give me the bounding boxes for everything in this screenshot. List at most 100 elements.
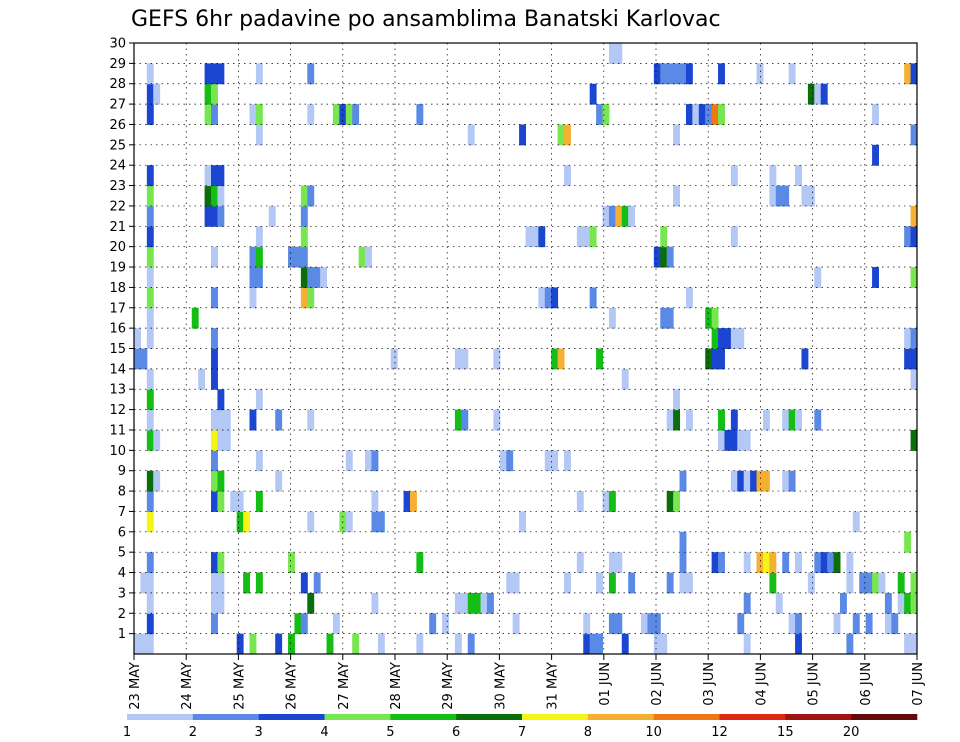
colorbar-segment (192, 714, 259, 720)
heatmap-cell (692, 104, 700, 125)
heatmap-cell (307, 592, 315, 614)
colorbar-segment (653, 714, 720, 720)
colorbar-segment (851, 714, 918, 720)
heatmap-cell (621, 368, 629, 390)
heatmap-cell (467, 124, 475, 146)
y-tick-label: 14 (109, 362, 126, 377)
colorbar-segment (785, 714, 852, 720)
heatmap-cell (775, 185, 783, 207)
heatmap-cell (884, 592, 892, 614)
heatmap-cell (910, 429, 918, 451)
heatmap-cell (255, 63, 263, 85)
y-tick-label: 21 (109, 220, 126, 235)
heatmap-cell (589, 633, 597, 655)
heatmap-cell (223, 429, 231, 451)
heatmap-cell (756, 552, 764, 574)
heatmap-cell (904, 63, 912, 85)
heatmap-cell (647, 613, 655, 635)
heatmap-cell (782, 470, 790, 492)
heatmap-cell (525, 226, 533, 248)
heatmap-cell (608, 572, 616, 594)
heatmap-cell (711, 328, 719, 349)
heatmap-cell (288, 246, 295, 268)
heatmap-cell (769, 165, 777, 187)
heatmap-cell (211, 572, 218, 594)
heatmap-cell (275, 633, 283, 655)
heatmap-cell (217, 165, 225, 187)
colorbar-tick-label: 6 (452, 725, 460, 740)
heatmap-cell (313, 267, 321, 288)
heatmap-cell (608, 43, 616, 64)
heatmap-cell (146, 470, 154, 492)
heatmap-cell (268, 205, 276, 227)
heatmap-cell (679, 63, 687, 85)
heatmap-cell (454, 409, 462, 431)
heatmap-cell (211, 104, 218, 125)
heatmap-cell (146, 205, 154, 227)
heatmap-cell (820, 83, 828, 105)
x-tick-label: 23 MAY (128, 662, 143, 710)
heatmap-cell (653, 633, 661, 655)
heatmap-cell (737, 613, 745, 635)
heatmap-cell (718, 409, 725, 431)
colorbar-segment (456, 714, 523, 720)
heatmap-cell (839, 592, 847, 614)
heatmap-cell (371, 491, 379, 512)
heatmap-cell (519, 511, 526, 533)
colorbar-segment (719, 714, 786, 720)
heatmap-cell (660, 246, 668, 268)
heatmap-cell (211, 246, 218, 268)
heatmap-cell (211, 491, 218, 512)
heatmap-cell (705, 307, 713, 329)
heatmap-cell (807, 572, 815, 594)
colorbar-tick-label: 7 (518, 725, 526, 740)
heatmap-cell (429, 613, 437, 635)
y-tick-label: 23 (109, 179, 126, 194)
heatmap-cell (583, 226, 591, 248)
heatmap-cell (891, 613, 899, 635)
heatmap-cell (300, 613, 308, 635)
heatmap-cell (211, 205, 218, 227)
heatmap-cell (846, 552, 854, 574)
y-tick-label: 16 (109, 322, 126, 337)
heatmap-cell (416, 552, 424, 574)
heatmap-cell (718, 429, 725, 451)
heatmap-cell (576, 226, 584, 248)
heatmap-cell (140, 633, 148, 655)
grid-lines (134, 43, 917, 654)
heatmap-cell (910, 124, 918, 146)
heatmap-cell (589, 226, 597, 248)
heatmap-cell (718, 348, 725, 370)
x-tick-label: 30 MAY (493, 662, 508, 710)
heatmap-cell (365, 246, 372, 268)
heatmap-cell (910, 328, 918, 349)
heatmap-cell (474, 592, 482, 614)
heatmap-cell (146, 246, 154, 268)
heatmap-cell (300, 246, 308, 268)
colorbar-legend: 1 2 3 4 5 6 7 8 10 12 15 20 (123, 714, 918, 740)
heatmap-cell (275, 470, 283, 492)
heatmap-cell (615, 43, 623, 64)
x-tick-label: 25 MAY (232, 662, 247, 710)
y-tick-label: 25 (109, 138, 126, 153)
heatmap-cell (211, 63, 218, 85)
y-tick-label: 2 (118, 607, 126, 622)
heatmap-cell (679, 552, 687, 574)
heatmap-cell (666, 572, 674, 594)
heatmap-cell (564, 450, 571, 472)
heatmap-cell (467, 633, 475, 655)
heatmap-cell (769, 185, 777, 207)
colorbar-tick-label: 2 (189, 725, 197, 740)
heatmap-cell (795, 613, 802, 635)
heatmap-cell (307, 409, 315, 431)
y-tick-label: 10 (109, 444, 126, 459)
heatmap-cell (204, 83, 212, 105)
heatmap-cell (666, 63, 674, 85)
heatmap-cell (910, 63, 918, 85)
heatmap-cell (884, 613, 892, 635)
heatmap-cell (461, 348, 469, 370)
heatmap-cell (313, 572, 321, 594)
x-tick-label: 04 JUN (754, 662, 769, 706)
x-tick-label: 31 MAY (546, 662, 561, 710)
heatmap-cell (191, 307, 199, 329)
